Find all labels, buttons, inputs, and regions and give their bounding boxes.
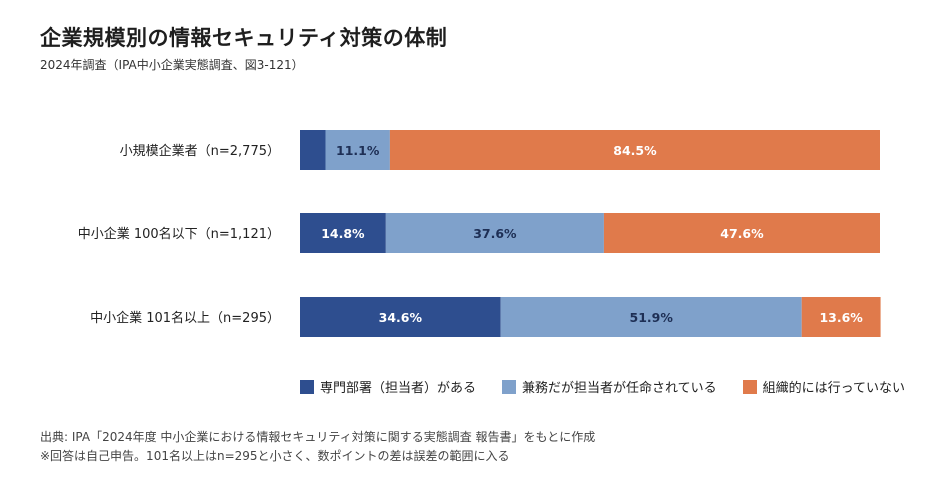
data-label-none-small-business: 84.5% [613,143,657,158]
bar-segment-dedicated-small-business [300,130,326,170]
legend-swatch-concurrent [502,379,517,394]
bar-segment-none-sme-101-or-more [801,297,881,337]
category-label-sme-100-or-less: 中小企業 100名以下（n=1,121） [78,226,280,242]
bar-segment-concurrent-small-business [325,130,390,170]
bar-segment-concurrent-sme-100-or-less [385,213,604,253]
legend-label-none: 組織的には行っていない [762,381,905,396]
legend-label-concurrent: 兼務だが担当者が任命されている [522,381,717,396]
bar-segment-concurrent-sme-101-or-more [500,297,802,337]
chart-subtitle: 2024年調査（IPA中小企業実態調査、図3-121） [40,58,304,72]
bar-segment-dedicated-sme-101-or-more [300,297,501,337]
legend-item-dedicated: 専門部署（担当者）がある [300,377,476,396]
data-label-dedicated-sme-101-or-more: 34.6% [379,310,423,325]
bar-segment-none-small-business [389,130,880,170]
legend-item-none: 組織的には行っていない [742,377,905,396]
data-label-none-sme-101-or-more: 13.6% [819,310,863,325]
legend-item-concurrent: 兼務だが担当者が任命されている [502,377,717,396]
caveat-note: ※回答は自己申告。101名以上はn=295と小さく、数ポイントの差は誤差の範囲に… [40,449,510,463]
category-label-small-business: 小規模企業者（n=2,775） [120,143,280,159]
bar-segment-dedicated-sme-100-or-less [300,213,386,253]
data-label-dedicated-sme-100-or-less: 14.8% [321,226,365,241]
legend-swatch-none [742,379,757,394]
data-label-concurrent-sme-100-or-less: 37.6% [473,226,517,241]
legend-label-dedicated: 専門部署（担当者）がある [320,381,477,396]
data-label-concurrent-small-business: 11.1% [336,143,380,158]
chart-title: 企業規模別の情報セキュリティ対策の体制 [40,26,448,50]
data-label-concurrent-sme-101-or-more: 51.9% [630,310,674,325]
legend-swatch-dedicated [300,379,314,394]
category-label-sme-101-or-more: 中小企業 101名以上（n=295） [90,310,280,326]
footer-notes: 出典: IPA「2024年度 中小企業における情報セキュリティ対策に関する実態調… [40,428,595,466]
legend: 専門部署（担当者）がある 兼務だが担当者が任命されている 組織的には行っていない [300,377,905,396]
bar-segment-none-sme-100-or-less [603,213,880,253]
source-note: 出典: IPA「2024年度 中小企業における情報セキュリティ対策に関する実態調… [40,430,596,444]
data-label-none-sme-100-or-less: 47.6% [720,226,764,241]
stacked-bar-chart: 小規模企業者（n=2,775） 11.1% 84.5% 中小企業 100名以下（n=1… [78,130,881,337]
